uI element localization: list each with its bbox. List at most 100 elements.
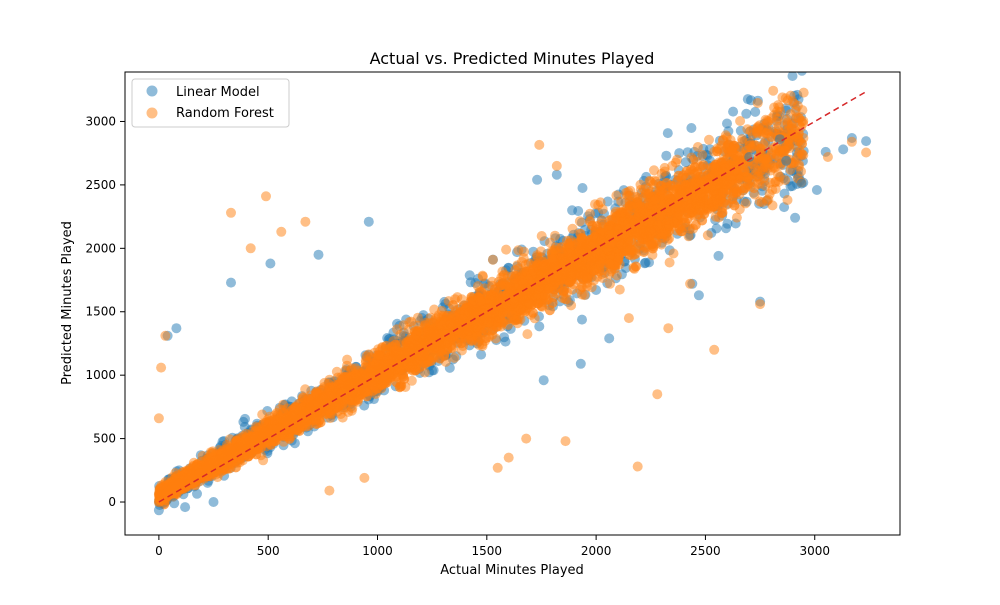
scatter-cloud-point: [761, 127, 772, 138]
scatter-cloud-point: [577, 314, 587, 325]
scatter-cloud-point: [740, 198, 751, 209]
scatter-core-point: [399, 374, 410, 384]
scatter-cloud-point: [775, 106, 786, 117]
scatter-core-point: [624, 200, 635, 211]
scatter-cloud-point: [534, 321, 545, 332]
scatter-cloud-point: [686, 123, 697, 133]
scatter-cloud-point: [522, 329, 533, 340]
scatter-cloud-point: [567, 223, 578, 234]
scatter-cloud-point: [649, 165, 659, 176]
scatter-cloud-point: [449, 352, 460, 363]
scatter-cloud-point: [342, 360, 352, 371]
scatter-cloud-point: [796, 116, 807, 127]
scatter-cloud-point: [704, 134, 714, 145]
scatter-cloud-point: [590, 199, 600, 210]
scatter-cloud-point: [668, 248, 679, 259]
scatter-cloud-point: [574, 216, 585, 227]
scatter-cloud-point: [768, 85, 779, 96]
scatter-cloud-point: [597, 204, 608, 215]
scatter-cloud-point: [753, 123, 764, 134]
scatter-cloud-point: [764, 177, 775, 188]
scatter-cloud-point: [670, 157, 681, 168]
scatter-cloud-point: [697, 149, 708, 160]
scatter-cloud-point: [722, 118, 732, 129]
scatter-cloud-point: [735, 116, 746, 126]
scatter-cloud-point: [787, 96, 798, 107]
scatter-cloud-point: [731, 212, 742, 223]
scatter-cloud-point: [477, 271, 488, 282]
scatter-core-point: [373, 350, 384, 361]
scatter-cloud-point: [769, 162, 780, 173]
scatter-cloud-point: [614, 284, 625, 295]
scatter-cloud-point: [737, 134, 748, 145]
scatter-cloud-point: [238, 416, 249, 427]
scatter-cloud-point: [661, 150, 672, 161]
scatter-cloud-point: [258, 455, 269, 466]
scatter-core-point: [712, 146, 723, 157]
scatter-cloud-point: [406, 375, 417, 386]
scatter-cloud-point: [656, 168, 667, 179]
scatter-cloud-point: [577, 183, 588, 193]
scatter-cloud-point: [797, 105, 808, 116]
scatter-cloud-point: [756, 197, 767, 208]
scatter-cloud-point: [741, 108, 752, 119]
scatter-cloud-point: [532, 250, 543, 261]
scatter-cloud-point: [759, 154, 770, 165]
scatter-cloud-point: [413, 320, 423, 331]
scatter-cloud-point: [487, 254, 498, 265]
scatter-cloud-point: [794, 161, 804, 172]
scatter-core-point: [727, 194, 738, 205]
scatter-core-point: [591, 221, 602, 232]
scatter-cloud-point: [501, 244, 512, 255]
chart-title: Actual vs. Predicted Minutes Played: [370, 49, 655, 68]
scatter-cloud-point: [550, 230, 560, 241]
scatter-cloud-point: [777, 92, 788, 103]
scatter-cloud-point: [611, 190, 622, 201]
scatter-cloud-point: [575, 284, 586, 295]
scatter-cloud-point: [490, 333, 501, 344]
scatter-cloud-point: [664, 257, 675, 268]
point-cloud-layer: [153, 72, 809, 510]
scatter-cloud-point: [780, 114, 791, 125]
scatter-cloud-point: [752, 98, 763, 108]
scatter-cloud-point: [381, 340, 392, 351]
plot-area: [124, 71, 901, 536]
scatter-cloud-point: [692, 142, 703, 152]
scatter-cloud-point: [750, 163, 761, 174]
scatter-cloud-point: [404, 317, 415, 328]
scatter-cloud-point: [429, 304, 440, 315]
scatter-cloud-point: [728, 106, 739, 117]
scatter-cloud-point: [702, 230, 713, 241]
scatter-cloud-point: [766, 113, 777, 124]
scatter-cloud-point: [605, 278, 615, 289]
scatter-cloud-point: [790, 212, 801, 223]
scatter-cloud-point: [561, 294, 572, 305]
scatter-cloud-point: [536, 231, 547, 241]
scatter-cloud-point: [749, 183, 759, 194]
scatter-core-point: [448, 300, 459, 311]
scatter-cloud-point: [464, 270, 475, 281]
scatter-cloud-point: [476, 349, 487, 360]
scatter-cloud-point: [425, 312, 436, 323]
scatter-cloud-point: [787, 72, 798, 81]
scatter-cloud-point: [640, 257, 651, 268]
scatter-cloud-point: [623, 186, 634, 197]
scatter-cloud-point: [519, 246, 529, 257]
scatter-cloud-point: [395, 329, 406, 340]
scatter-cloud-point: [752, 154, 763, 165]
scatter-cloud-point: [790, 130, 801, 141]
scatter-cloud-point: [750, 106, 761, 117]
scatter-cloud-point: [635, 179, 646, 190]
scatter-cloud-point: [474, 340, 485, 350]
scatter-cloud-point: [721, 223, 731, 234]
scatter-cloud-point: [782, 195, 793, 205]
scatter-cloud-point: [780, 145, 790, 156]
scatter-cloud-point: [758, 139, 769, 150]
scatter-core-point: [558, 285, 569, 295]
scatter-cloud-point: [798, 87, 809, 98]
scatter-cloud-point: [797, 72, 807, 76]
scatter-cloud-point: [278, 399, 289, 410]
scatter-cloud-point: [585, 208, 595, 219]
